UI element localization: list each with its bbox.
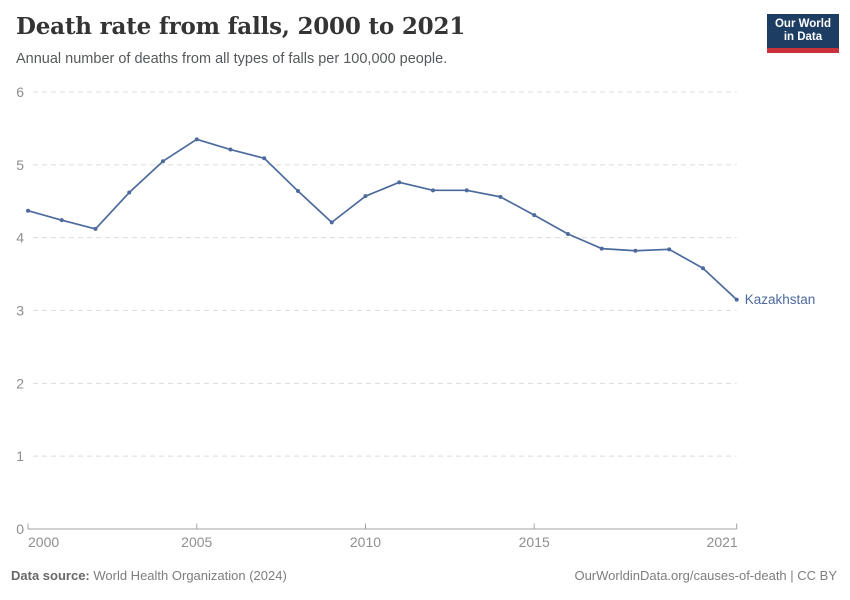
x-tick-label: 2000 (28, 534, 59, 550)
data-point-marker (633, 248, 638, 253)
data-source-value: World Health Organization (2024) (89, 568, 287, 583)
data-point-marker (734, 297, 739, 302)
data-point-marker (228, 147, 233, 152)
y-tick-label: 2 (16, 375, 24, 391)
data-source-label: Data source: (11, 568, 90, 583)
data-point-marker (430, 188, 435, 193)
chart-subtitle: Annual number of deaths from all types o… (16, 51, 448, 67)
chart-title: Death rate from falls, 2000 to 2021 (16, 13, 466, 40)
data-point-marker (194, 137, 199, 142)
x-tick-label: 2010 (350, 534, 381, 550)
data-point-marker (295, 189, 300, 194)
y-tick-label: 4 (16, 230, 24, 246)
data-point-marker (26, 208, 30, 213)
x-tick-label: 2021 (707, 534, 738, 550)
x-tick-label: 2005 (181, 534, 212, 550)
attribution-link: OurWorldinData.org/causes-of-death | CC … (574, 568, 837, 583)
y-tick-label: 6 (16, 84, 24, 100)
chart-footer: Data source: World Health Organization (… (11, 568, 837, 583)
data-point-marker (59, 218, 64, 223)
data-point-marker (498, 194, 503, 199)
data-point-marker (599, 246, 604, 251)
data-point-marker (93, 226, 98, 231)
data-point-marker (532, 213, 537, 218)
data-point-marker (329, 220, 334, 225)
data-point-marker (700, 266, 705, 271)
data-point-marker (262, 156, 267, 161)
series-label: Kazakhstan (745, 292, 816, 307)
owid-logo: Our World in Data (767, 14, 839, 53)
y-tick-label: 3 (16, 303, 24, 319)
data-point-marker (397, 180, 402, 185)
owid-logo-text: Our World in Data (775, 18, 831, 44)
data-point-marker (160, 159, 165, 164)
y-tick-label: 5 (16, 157, 24, 173)
x-tick-label: 2015 (519, 534, 550, 550)
chart-header: Death rate from falls, 2000 to 2021 Annu… (16, 12, 756, 69)
y-tick-label: 0 (16, 521, 24, 537)
data-point-marker (363, 194, 368, 199)
owid-logo-line2: in Data (783, 31, 823, 43)
data-point-marker (127, 190, 132, 195)
series-line (27, 138, 738, 301)
data-source-note: Data source: World Health Organization (… (11, 568, 287, 583)
data-point-marker (667, 247, 672, 252)
data-point-marker (565, 232, 570, 237)
y-tick-label: 1 (16, 448, 24, 464)
owid-logo-line1: Our World (774, 18, 831, 30)
data-point-marker (464, 188, 469, 193)
